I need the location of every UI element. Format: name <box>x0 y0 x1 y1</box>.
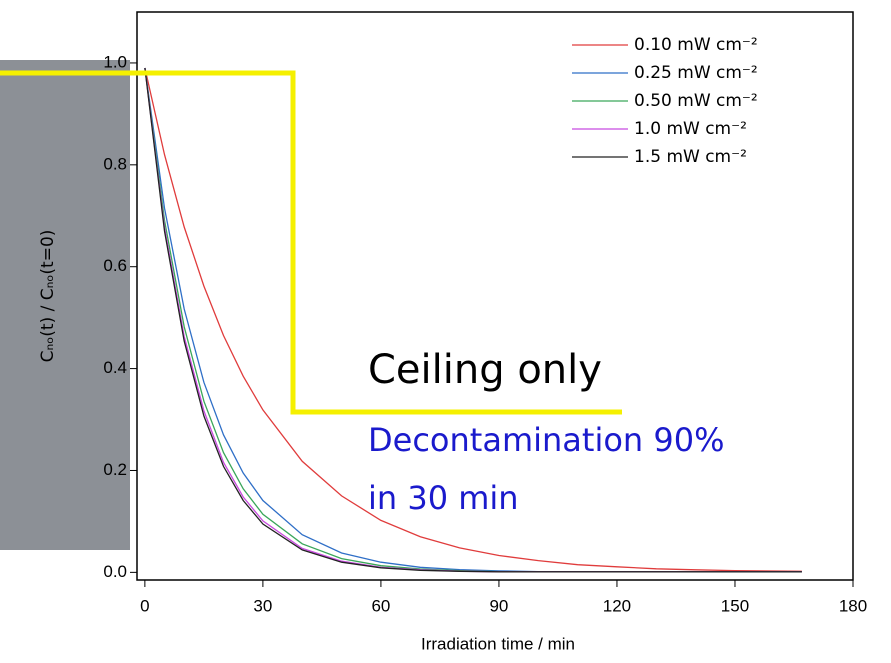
x-tick-label: 60 <box>371 596 390 615</box>
annotation: Ceiling only <box>368 347 602 393</box>
y-tick-label: 1.0 <box>103 52 127 71</box>
x-tick-label: 90 <box>489 596 508 615</box>
y-tick-label: 0.0 <box>103 562 127 581</box>
legend-label: 0.10 mW cm⁻² <box>634 35 758 55</box>
y-tick-label: 0.8 <box>103 154 127 173</box>
x-tick-label: 180 <box>839 596 867 615</box>
x-tick-label: 30 <box>253 596 272 615</box>
x-tick-label: 150 <box>721 596 749 615</box>
y-tick-label: 0.2 <box>103 460 127 479</box>
x-tick-label: 120 <box>603 596 631 615</box>
y-axis-label: Cₙₒ(t) / Cₙₒ(t=0) <box>38 230 58 363</box>
highlight-line <box>0 70 622 415</box>
data-line <box>144 67 802 572</box>
legend-label: 1.5 mW cm⁻² <box>634 147 747 167</box>
plot-frame <box>136 11 854 581</box>
data-line <box>144 67 802 573</box>
legend-label: 0.25 mW cm⁻² <box>634 63 758 83</box>
annotation: Decontamination 90% <box>368 421 724 459</box>
annotation: in 30 min <box>368 479 519 517</box>
photo <box>0 60 130 550</box>
plot: 0 30 60 90 120 150 180 0.0 0.2 0.4 0.6 0.8 1.0 0.10 m… <box>103 35 867 615</box>
x-axis-label: Irradiation time / min <box>421 634 575 653</box>
y-tick-label: 0.6 <box>103 256 127 275</box>
legend-label: 1.0 mW cm⁻² <box>634 119 747 139</box>
legend-label: 0.50 mW cm⁻² <box>634 91 758 111</box>
x-tick-label: 0 <box>140 596 149 615</box>
y-tick-label: 0.4 <box>103 358 127 377</box>
